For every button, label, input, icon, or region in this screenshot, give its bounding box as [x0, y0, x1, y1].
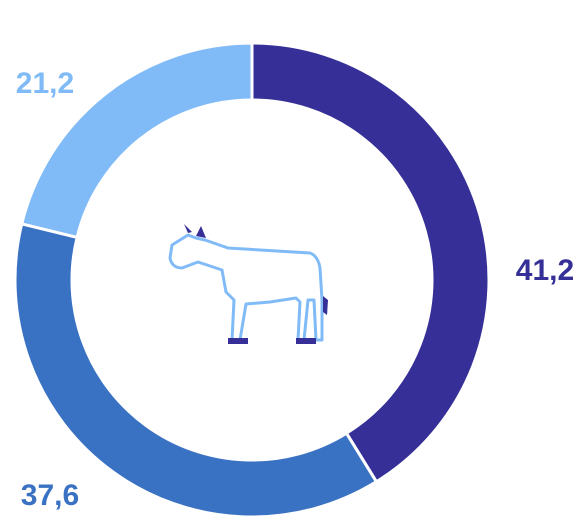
- data-label: 37,6: [21, 479, 79, 512]
- data-label: 41,2: [516, 254, 574, 287]
- data-label: 21,2: [16, 67, 74, 100]
- cow-details: [184, 224, 328, 344]
- donut-segment: [13, 222, 379, 516]
- donut-segment: [250, 41, 491, 484]
- cow-icon: [168, 233, 328, 342]
